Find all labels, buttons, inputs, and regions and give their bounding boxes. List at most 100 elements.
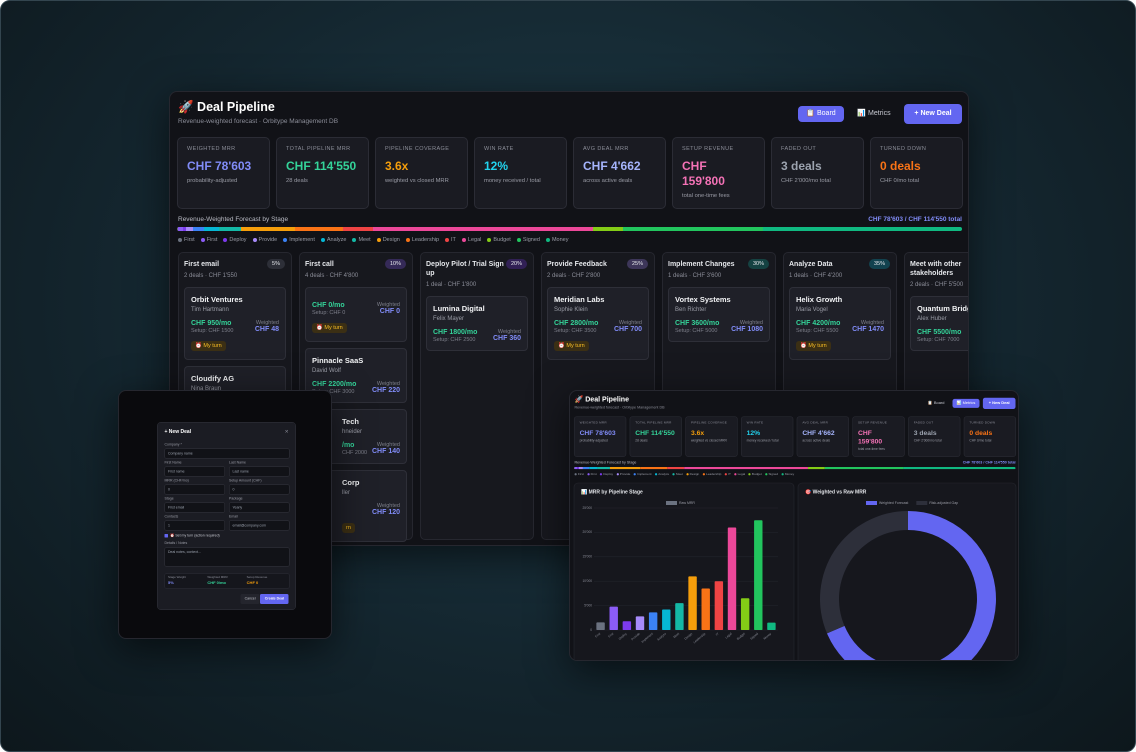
metrics-button[interactable]: 📊 Metrics [952, 398, 980, 408]
x-tick-label: Deploy [618, 631, 628, 640]
deal-card[interactable]: Vortex Systems Ben Richter CHF 3600/mo Setu… [668, 287, 770, 342]
kpi-value: 0 deals [969, 428, 993, 437]
setup: Setup: CHF 5500 [796, 328, 839, 334]
board-button[interactable]: 📋 Board [798, 106, 844, 122]
metrics-button[interactable]: 📊 Metrics [857, 110, 891, 117]
legend-dot [487, 237, 492, 242]
my-turn-tag: ⏰ My turn [796, 341, 831, 351]
field-input[interactable]: Yearly [229, 502, 290, 513]
legend-item: Analyze [320, 237, 346, 243]
field-label: Last Name [229, 461, 246, 465]
kpi-label: FADED OUT [913, 421, 934, 425]
mrr: CHF 4200/mo [796, 320, 841, 327]
page-title: 🚀 Deal Pipeline [178, 100, 275, 114]
legend-item: Budget [487, 237, 511, 243]
summary-value: 5% [168, 580, 174, 586]
contact: Maria Vogel [796, 307, 828, 313]
legend-item: First [587, 473, 597, 476]
legend-dot [686, 472, 689, 476]
company: Tech [342, 417, 359, 426]
legend-dot [633, 472, 636, 476]
forecast-segment [589, 466, 598, 470]
field-label: MRR (CHF/mo) [164, 479, 189, 483]
legend-item: Legal [461, 237, 481, 243]
page-subtitle: Revenue-weighted forecast · Orbitype Man… [178, 118, 339, 125]
kpi-note: probability-adjusted [579, 439, 608, 443]
legend-item: Meet [672, 473, 683, 476]
column-summary: 1 deal · CHF 1'800 [426, 282, 477, 288]
kpi-value: CHF 78'603 [579, 428, 616, 437]
forecast-segment [177, 227, 183, 231]
field-input[interactable]: 0 [164, 484, 225, 495]
kpi-value: 12% [746, 428, 761, 437]
my-turn-tag: ⏰ My turn [312, 323, 347, 333]
field-input[interactable]: First name [164, 466, 225, 477]
kpi-value: CHF 159'800 [858, 428, 883, 445]
deal-right: Weighted CHF 1080 [731, 320, 763, 334]
mrr: CHF 2800/mo [554, 320, 599, 327]
kpi-label: SETUP REVENUE [682, 146, 734, 152]
cancel-button[interactable]: Cancel [240, 594, 260, 604]
column-summary: 2 deals · CHF 2'800 [547, 273, 601, 279]
deal-values: CHF 1800/mo Setup: CHF 2500 Weighted CHF 36… [433, 329, 521, 343]
new-deal-button[interactable]: + New Deal [904, 104, 962, 124]
mrr: CHF 2200/mo [312, 381, 357, 388]
board-button[interactable]: 📋 Board [927, 401, 945, 406]
weighted: CHF 1470 [852, 326, 884, 333]
field-input[interactable]: Company name [164, 448, 290, 459]
bar [662, 609, 671, 630]
column-summary: 4 deals · CHF 4'800 [305, 273, 359, 279]
bar [754, 520, 763, 630]
field-input[interactable]: 1 [164, 520, 225, 531]
field-input[interactable]: 0 [229, 484, 290, 495]
create-button[interactable]: Create Deal [260, 594, 289, 604]
new-deal-button[interactable]: + New Deal [982, 397, 1016, 409]
kpi-note: total one-time fees [682, 193, 730, 199]
field-input[interactable]: First email [164, 502, 225, 513]
y-tick-label: 25'000 [583, 506, 593, 510]
column-title: Deploy Pilot / Trial Sign up [426, 261, 504, 277]
legend-swatch [866, 501, 877, 505]
close-button[interactable]: × [284, 427, 289, 436]
deal-card[interactable]: Helix Growth Maria Vogel CHF 4200/mo Setup:… [789, 287, 891, 360]
forecast-segment [574, 466, 578, 470]
forecast-segment [762, 227, 962, 231]
mrr: CHF 1800/mo [433, 329, 478, 336]
forecast-legend: First First Deploy Provide Implement Analyze M… [178, 237, 568, 243]
deal-left: CHF 3600/mo Setup: CHF 5000 [675, 320, 719, 334]
my-turn-tag: rn [342, 523, 355, 533]
weighted-label: Weighted [376, 442, 400, 448]
stage-percent: 25% [626, 259, 648, 269]
kpi-label: WIN RATE [484, 146, 514, 152]
deal-card[interactable]: Lumina Digital Felix Mayer CHF 1800/mo Setu… [426, 296, 528, 351]
forecast-segment [640, 466, 668, 470]
summary-item: Setup Revenue CHF 0 [247, 576, 286, 586]
my-turn-checkbox[interactable]: ⏰ Set my turn (action required) [165, 534, 220, 538]
kpi-label: PIPELINE COVERAGE [690, 421, 728, 425]
deal-card[interactable]: Quantum Bridge Alex Huber CHF 5500/moSetup… [910, 296, 968, 351]
deal-card[interactable]: CHF 0/mo Setup: CHF 0 Weighted CHF 0 ⏰ My tu… [305, 287, 407, 342]
contact: Felix Mayer [433, 316, 465, 322]
deal-card[interactable]: Meridian Labs Sophie Klein CHF 2800/mo Setu… [547, 287, 649, 360]
legend-item: Design [686, 473, 699, 476]
forecast-total: CHF 78'603 / CHF 114'550 total [962, 460, 1016, 465]
kpi-label: SETUP REVENUE [858, 421, 888, 425]
legend-dot [724, 472, 727, 476]
y-tick-label: 20'000 [583, 530, 593, 534]
chart-title: 📊 MRR by Pipeline Stage [581, 488, 643, 495]
legend-label: Meet [358, 237, 371, 243]
summary-value: CHF 0/mo [207, 580, 227, 586]
deal-card[interactable]: Orbit Ventures Tim Hartmann CHF 950/mo Setu… [184, 287, 286, 360]
legend-item: Budget [748, 473, 762, 476]
mrr: CHF 950/mo [191, 320, 232, 327]
legend-label: Signed [768, 472, 779, 476]
field-input[interactable]: email@company.com [229, 520, 290, 531]
legend-label: Signed [522, 237, 540, 243]
deal-right: Weighted CHF 140 [372, 442, 400, 456]
summary-label: Stage Weight [168, 576, 186, 579]
legend-dot [600, 472, 603, 476]
notes-input[interactable]: Deal notes, context... [164, 547, 290, 567]
forecast-segment [609, 466, 641, 470]
field-input[interactable]: Last name [229, 466, 290, 477]
company: Orbit Ventures [191, 295, 243, 304]
